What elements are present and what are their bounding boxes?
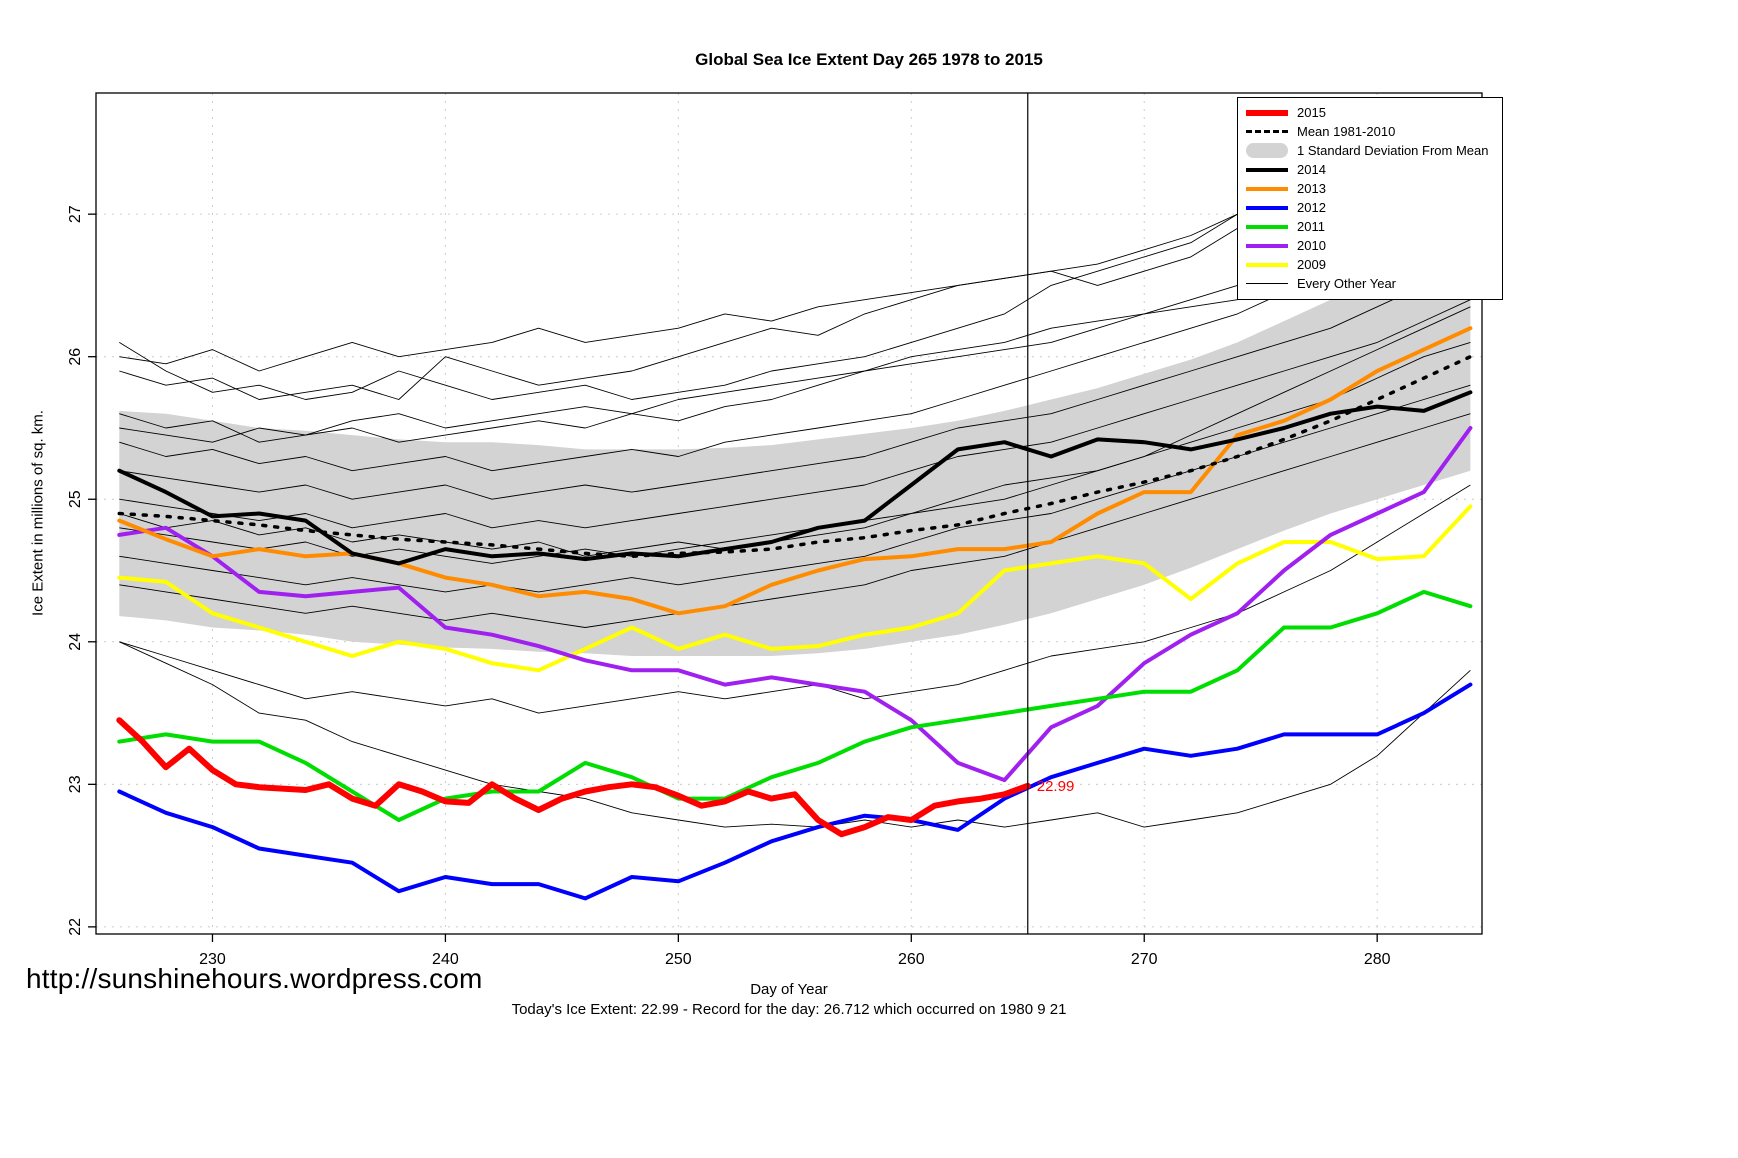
y-tick-label: 22 <box>67 918 84 936</box>
series-line-mean-1981-2010 <box>117 354 1473 559</box>
series-line-2014 <box>117 390 1473 566</box>
x-tick-label: 260 <box>898 951 925 968</box>
line-swatch <box>1246 186 1288 191</box>
legend-item-2009: 2009 <box>1246 255 1494 274</box>
x-tick-label: 250 <box>665 951 692 968</box>
line-swatch <box>1246 167 1288 172</box>
line-swatch <box>1246 224 1288 229</box>
every-other-year-line-13 <box>119 306 1471 557</box>
series-line-2011 <box>117 589 1473 822</box>
y-tick-label: 25 <box>67 490 84 508</box>
current-value-annotation: 22.99 <box>1037 778 1075 795</box>
chart-title: Global Sea Ice Extent Day 265 1978 to 20… <box>695 50 1043 69</box>
legend: 2015 Mean 1981-2010 1 Standard Deviation F… <box>1237 97 1503 300</box>
footer-url: http://sunshinehours.wordpress.com <box>26 963 483 994</box>
y-tick-label: 26 <box>67 348 84 366</box>
y-tick-label: 23 <box>67 775 84 793</box>
y-tick-label: 24 <box>67 633 84 651</box>
legend-item-2015: 2015 <box>1246 103 1494 122</box>
legend-label: Every Other Year <box>1297 276 1396 291</box>
every-other-year-line-10 <box>119 484 1471 714</box>
legend-item-2013: 2013 <box>1246 179 1494 198</box>
legend-label: 2009 <box>1297 257 1326 272</box>
legend-item-1-standard-deviation-from-mean: 1 Standard Deviation From Mean <box>1246 141 1494 160</box>
series-line-2010 <box>117 426 1473 783</box>
series-line-2012 <box>117 682 1473 901</box>
every-other-year-line-8 <box>119 384 1471 593</box>
legend-item-2012: 2012 <box>1246 198 1494 217</box>
x-axis-label: Day of Year <box>750 981 828 998</box>
every-other-year-line-11 <box>119 641 1471 828</box>
legend-item-2010: 2010 <box>1246 236 1494 255</box>
y-tick-label: 27 <box>67 205 84 223</box>
legend-label: 2014 <box>1297 162 1326 177</box>
legend-item-mean-1981-2010: Mean 1981-2010 <box>1246 122 1494 141</box>
legend-label: 2010 <box>1297 238 1326 253</box>
band-swatch <box>1246 143 1288 158</box>
x-tick-label: 280 <box>1364 951 1391 968</box>
series-line-2013 <box>117 326 1473 616</box>
legend-label: 2012 <box>1297 200 1326 215</box>
plot-border <box>95 92 1483 935</box>
legend-label: 2011 <box>1297 219 1325 234</box>
line-swatch <box>1246 262 1288 267</box>
every-other-year-line-9 <box>119 413 1471 628</box>
y-axis-label: Ice Extent in millions of sq. km. <box>29 410 47 616</box>
x-tick-label: 270 <box>1131 951 1158 968</box>
dashed-line-swatch <box>1246 130 1288 133</box>
x-tick-label: 230 <box>199 951 226 968</box>
every-other-year-line-5 <box>119 270 1471 500</box>
line-swatch <box>1246 243 1288 248</box>
line-swatch <box>1246 109 1288 116</box>
legend-label: 2015 <box>1297 105 1326 120</box>
every-other-year-line-4 <box>119 213 1471 472</box>
series-line-2009 <box>117 504 1473 673</box>
footer-status: Today's Ice Extent: 22.99 - Record for t… <box>511 1001 1067 1018</box>
legend-item-every-other-year: Every Other Year <box>1246 274 1494 293</box>
every-other-year-line-6 <box>119 299 1471 529</box>
legend-label: 1 Standard Deviation From Mean <box>1297 143 1489 158</box>
legend-label: 2013 <box>1297 181 1326 196</box>
legend-item-2014: 2014 <box>1246 160 1494 179</box>
series-line-2015 <box>116 717 1031 838</box>
x-tick-label: 240 <box>432 951 459 968</box>
legend-label: Mean 1981-2010 <box>1297 124 1396 139</box>
line-swatch <box>1246 205 1288 210</box>
legend-item-2011: 2011 <box>1246 217 1494 236</box>
thin-line-swatch <box>1246 282 1288 285</box>
